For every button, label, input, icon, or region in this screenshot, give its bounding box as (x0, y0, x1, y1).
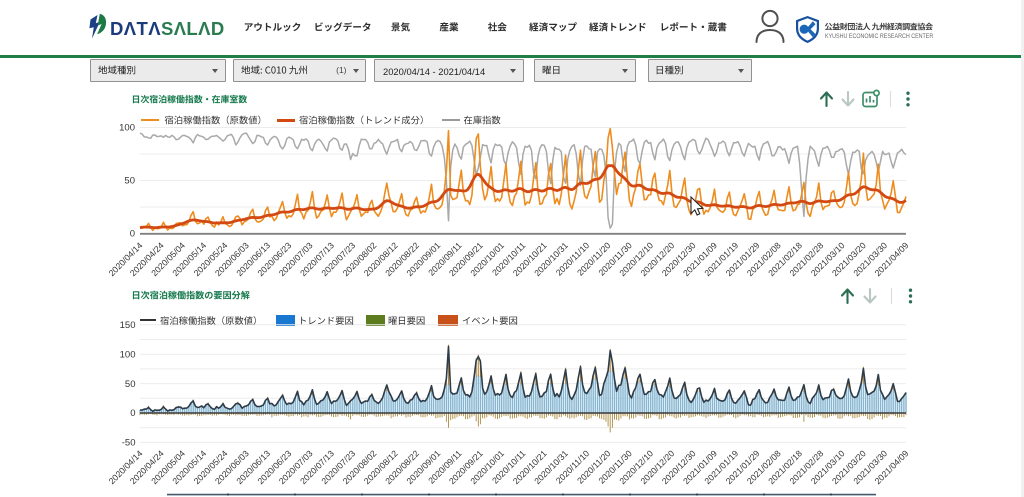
svg-text:50: 50 (124, 176, 135, 187)
svg-text:100: 100 (119, 123, 135, 134)
svg-text:0: 0 (130, 408, 135, 419)
svg-text:100: 100 (120, 349, 136, 360)
svg-text:0: 0 (130, 229, 135, 240)
svg-text:-50: -50 (122, 438, 136, 449)
svg-text:150: 150 (120, 320, 136, 331)
svg-text:50: 50 (125, 379, 136, 390)
